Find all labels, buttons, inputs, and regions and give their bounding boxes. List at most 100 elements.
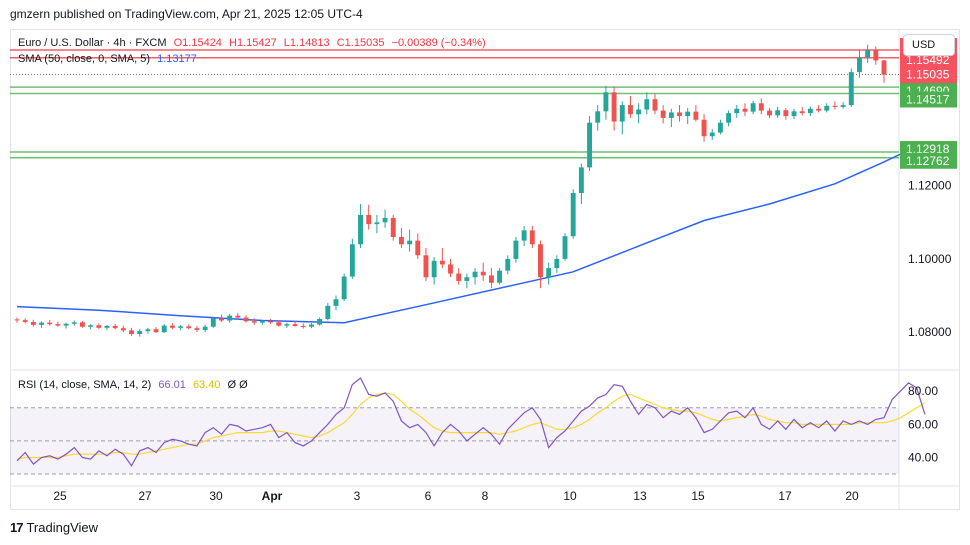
candle-body — [292, 324, 298, 326]
candle-body — [63, 323, 69, 326]
candle-body — [832, 105, 838, 107]
candle-body — [382, 217, 388, 223]
rsi-value: 66.01 — [158, 379, 186, 391]
sma-label[interactable]: SMA (50, close, 0, SMA, 5) — [18, 53, 151, 65]
candle-body — [55, 324, 61, 326]
candle-body — [857, 57, 862, 73]
candle-body — [153, 329, 159, 333]
candle-body — [824, 105, 830, 111]
candle-body — [104, 325, 110, 328]
candle-body — [210, 318, 216, 327]
tradingview-footer: 17 TradingView — [10, 520, 98, 535]
price-tag-label: 1.15492 — [906, 53, 950, 67]
time-tick-label: 6 — [425, 489, 432, 503]
rsi-ma-value: 63.40 — [192, 379, 221, 391]
rsi-label[interactable]: RSI (14, close, SMA, 14, 2) — [18, 379, 152, 391]
candle-body — [767, 110, 772, 116]
price-tag-label: 1.12918 — [906, 142, 950, 156]
candle-body — [865, 50, 871, 58]
candle-body — [374, 222, 380, 225]
candle-body — [194, 328, 200, 331]
candle-body — [39, 322, 44, 325]
ohlc-change: −0.00389 (−0.34%) — [391, 37, 486, 49]
candle-body — [644, 99, 650, 110]
candle-body — [619, 105, 625, 122]
sma-value: 1.13177 — [157, 53, 197, 65]
candle-body — [71, 322, 77, 324]
price-tag-label: 1.15035 — [906, 68, 950, 82]
candle-body — [235, 315, 241, 318]
candle-body — [791, 111, 797, 117]
candle-body — [30, 321, 36, 325]
candle-body — [398, 236, 404, 245]
candle-body — [112, 325, 118, 329]
candle-body — [431, 260, 437, 278]
tradingview-brand: TradingView — [26, 520, 99, 535]
rsi-ma-line — [16, 392, 926, 460]
candle-body — [415, 240, 421, 256]
candle-body — [636, 109, 642, 115]
candle-body — [284, 324, 290, 326]
price-tag-label: 1.12762 — [906, 154, 950, 168]
candle-body — [333, 299, 339, 306]
candle-body — [734, 108, 740, 114]
time-tick-label: 3 — [354, 489, 361, 503]
time-tick-label: 25 — [53, 489, 67, 503]
rsi-tick-label: 40.00 — [908, 450, 938, 464]
candle-body — [448, 264, 453, 274]
candle-body — [652, 99, 658, 111]
currency-button[interactable]: USD — [903, 34, 955, 56]
price-tick-label: 1.12000 — [908, 179, 952, 193]
candle-body — [709, 132, 715, 137]
time-tick-label: 27 — [138, 489, 152, 503]
candle-body — [513, 240, 519, 259]
rsi-tick-label: 60.00 — [908, 417, 938, 431]
candle-body — [701, 119, 707, 137]
time-tick-label: 8 — [482, 489, 489, 503]
candle-body — [325, 305, 331, 320]
candle-body — [521, 230, 527, 241]
candle-body — [546, 268, 552, 278]
candle-body — [570, 193, 576, 237]
candle-body — [505, 258, 511, 271]
sma-50-line — [16, 141, 926, 324]
time-tick-label: 30 — [209, 489, 223, 503]
rsi-legend: RSI (14, close, SMA, 14, 2) 66.01 63.40 … — [18, 379, 252, 391]
tradingview-logo-icon: 17 — [10, 520, 24, 535]
rsi-line — [16, 377, 926, 467]
candle-body — [816, 108, 822, 111]
candle-body — [79, 322, 85, 327]
candle-body — [145, 329, 151, 332]
ohlc-open: O1.15424 — [173, 37, 222, 49]
time-tick-label: Apr — [262, 489, 283, 503]
candle-body — [88, 325, 94, 327]
candle-body — [775, 110, 781, 116]
candle-body — [161, 325, 167, 333]
candle-body — [308, 324, 314, 327]
candle-body — [456, 273, 462, 281]
candle-body — [219, 318, 224, 321]
rsi-extra: Ø Ø — [227, 379, 248, 391]
candle-body — [660, 110, 666, 118]
candle-body — [423, 255, 429, 278]
price-tag-bg — [900, 91, 957, 108]
candle-body — [807, 108, 813, 114]
candle-body — [96, 325, 102, 328]
candle-body — [178, 326, 184, 328]
candle-body — [611, 92, 617, 122]
candle-body — [480, 271, 486, 276]
symbol-title[interactable]: Euro / U.S. Dollar · 4h · FXCM — [18, 37, 167, 49]
candle-body — [366, 214, 372, 225]
candle-body — [317, 319, 323, 325]
price-tick-label: 1.08000 — [908, 325, 952, 339]
candle-body — [758, 103, 764, 111]
candle-body — [627, 105, 633, 115]
candle-body — [137, 331, 143, 335]
candle-body — [464, 277, 470, 281]
rsi-tick-label: 80.00 — [908, 384, 938, 398]
price-tag-bg — [900, 152, 957, 169]
candle-body — [14, 319, 20, 321]
candle-body — [47, 322, 53, 325]
time-tick-label: 10 — [563, 489, 577, 503]
